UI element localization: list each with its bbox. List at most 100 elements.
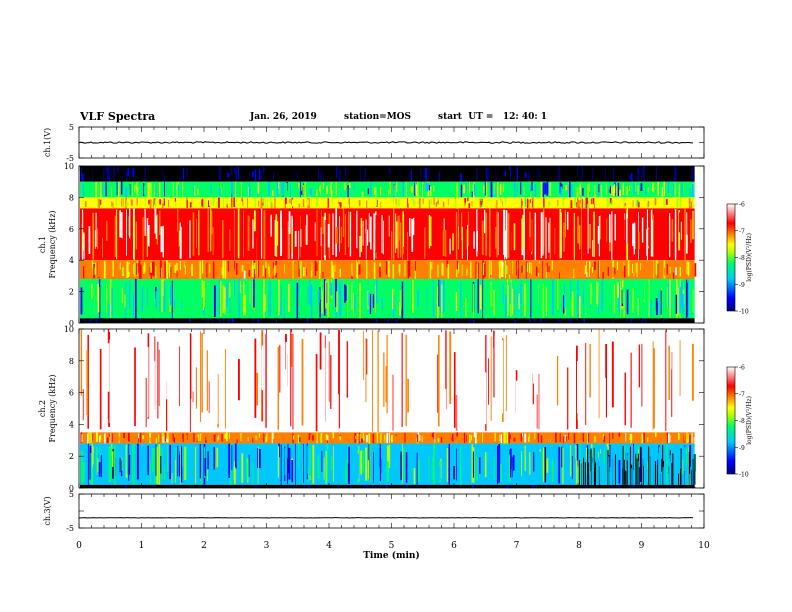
spectrogram-ch1-streak bbox=[251, 171, 254, 178]
spectrogram-ch2-streak bbox=[537, 433, 539, 443]
spectrogram-ch2-streak bbox=[259, 484, 261, 486]
spectrogram-ch1-streak bbox=[238, 167, 239, 180]
spectrogram-ch1-streak bbox=[320, 319, 322, 321]
spectrogram-ch1-streak bbox=[93, 320, 96, 323]
spectrogram-ch2-streak bbox=[206, 350, 208, 411]
spectrogram-ch1-streak bbox=[260, 263, 262, 275]
spectrogram-ch1-streak bbox=[114, 215, 117, 258]
spectrogram-ch1-streak bbox=[469, 318, 471, 323]
spectrogram-ch2-streak bbox=[498, 444, 501, 483]
spectrogram-ch1-streak bbox=[480, 318, 482, 323]
spectrogram-ch1-streak bbox=[421, 221, 423, 260]
spectrogram-ch2-streak bbox=[625, 432, 627, 442]
spectrogram-ch1-streak bbox=[482, 262, 485, 275]
spectrogram-ch1-streak bbox=[298, 230, 300, 260]
spectrogram-ch1-streak bbox=[399, 319, 401, 323]
spectrogram-ch1-streak bbox=[82, 213, 84, 244]
spectrogram-ch1-streak bbox=[308, 171, 311, 178]
spectrogram-ch1-streak bbox=[154, 166, 156, 180]
spectrogram-ch1-streak bbox=[689, 319, 691, 323]
spectrogram-ch2-streak bbox=[127, 432, 130, 442]
spectrogram-ch2-streak bbox=[589, 433, 591, 438]
spectrogram-ch2-streak bbox=[333, 446, 335, 481]
spectrogram-ch1-streak bbox=[147, 182, 150, 198]
spectrogram-ch1-streak bbox=[651, 263, 654, 274]
spectrogram-ch1-streak bbox=[402, 211, 405, 247]
spectrogram-ch1-streak bbox=[439, 280, 442, 313]
spectrogram-ch1-streak bbox=[671, 198, 673, 204]
spectrogram-ch2-streak bbox=[293, 352, 295, 387]
spectrogram-ch1-streak bbox=[348, 171, 350, 177]
spectrogram-ch2-streak bbox=[459, 485, 461, 488]
spectrogram-ch1-streak bbox=[274, 265, 276, 276]
spectrogram-ch2-streak bbox=[681, 453, 683, 485]
spectrogram-ch2-streak bbox=[575, 458, 577, 484]
colorbar-tick-label: -7 bbox=[739, 228, 745, 235]
spectrogram-ch2-streak bbox=[494, 432, 496, 442]
spectrogram-ch1-streak bbox=[238, 279, 240, 319]
spectrogram-ch1-streak bbox=[289, 183, 291, 198]
spectrogram-ch1-streak bbox=[577, 216, 580, 244]
spectrogram-ch1-streak bbox=[449, 297, 452, 311]
spectrogram-ch2-streak bbox=[607, 338, 609, 377]
spectrogram-ch1-streak bbox=[675, 166, 677, 182]
spectrogram-ch2-streak bbox=[334, 345, 337, 392]
spectrogram-ch1-streak bbox=[585, 197, 588, 209]
spectrogram-ch1-streak bbox=[598, 166, 600, 182]
spectrogram-ch1-streak bbox=[585, 281, 587, 313]
spectrogram-ch2-streak bbox=[291, 460, 294, 483]
spectrogram-ch1-streak bbox=[122, 267, 124, 277]
spectrogram-ch1-streak bbox=[376, 167, 378, 182]
spectrogram-ch2-streak bbox=[207, 353, 210, 386]
spectrogram-ch1-streak bbox=[483, 209, 486, 234]
spectrogram-ch1-streak bbox=[496, 210, 498, 258]
spectrogram-ch1-streak bbox=[510, 279, 512, 317]
spectrogram-ch1-streak bbox=[319, 186, 321, 192]
spectrogram-ch1-streak bbox=[302, 199, 305, 208]
spectrogram-ch1-streak bbox=[193, 185, 196, 196]
spectrogram-ch1-streak bbox=[394, 184, 396, 196]
spectrogram-ch1-streak bbox=[575, 171, 578, 181]
spectrogram-ch1-streak bbox=[605, 168, 607, 180]
spectrogram-ch1-streak bbox=[480, 318, 483, 321]
spectrogram-ch1-streak bbox=[610, 186, 613, 196]
spectrogram-ch2-streak bbox=[509, 434, 511, 439]
spectrogram-ch2-streak bbox=[405, 334, 407, 427]
spectrogram-ch2-streak bbox=[358, 345, 360, 420]
spectrogram-ch2-streak bbox=[472, 451, 474, 478]
spectrogram-ch1-streak bbox=[460, 281, 462, 318]
spectrogram-ch2-streak bbox=[177, 445, 179, 477]
spectrogram-ch2-streak bbox=[675, 454, 677, 485]
spectrogram-ch2-streak bbox=[284, 448, 287, 476]
spectrogram-ch1-streak bbox=[234, 260, 236, 270]
spectrogram-ch1-streak bbox=[393, 186, 394, 197]
spectrogram-ch1-streak bbox=[248, 182, 250, 198]
spectrogram-ch2-streak bbox=[560, 335, 562, 410]
spectrogram-ch1-streak bbox=[281, 166, 283, 182]
spectrogram-ch2-streak bbox=[616, 457, 618, 485]
spectrogram-ch2-streak bbox=[121, 485, 123, 488]
spectrogram-ch2-streak bbox=[290, 432, 292, 442]
spectrogram-ch1-streak bbox=[162, 167, 164, 180]
spectrogram-ch1-streak bbox=[290, 282, 293, 318]
spectrogram-ch2-streak bbox=[512, 485, 514, 488]
spectrogram-ch1-streak bbox=[592, 168, 593, 181]
spectrogram-ch1-streak bbox=[685, 166, 688, 177]
spectrogram-ch1-streak bbox=[141, 286, 144, 313]
spectrogram-ch2-streak bbox=[252, 463, 254, 485]
spectrogram-ch1-streak bbox=[684, 208, 686, 261]
spectrogram-ch1-streak bbox=[358, 200, 361, 207]
spectrogram-ch1-streak bbox=[304, 181, 306, 198]
spectrogram-ch1-streak bbox=[294, 318, 296, 322]
spectrogram-ch1-streak bbox=[194, 218, 197, 257]
spectrogram-ch1-streak bbox=[680, 280, 682, 303]
spectrogram-ch2-streak bbox=[143, 485, 146, 487]
spectrogram-ch1-streak bbox=[619, 189, 621, 197]
spectrogram-ch1-streak bbox=[83, 233, 85, 260]
spectrogram-ch2-streak bbox=[180, 466, 183, 483]
spectrogram-ch1-streak bbox=[137, 263, 139, 273]
spectrogram-ch2-streak bbox=[599, 435, 601, 443]
spectrogram-ch1-streak bbox=[206, 170, 208, 180]
spectrogram-ch1-streak bbox=[554, 166, 556, 182]
spectrogram-ch1-streak bbox=[637, 167, 639, 182]
